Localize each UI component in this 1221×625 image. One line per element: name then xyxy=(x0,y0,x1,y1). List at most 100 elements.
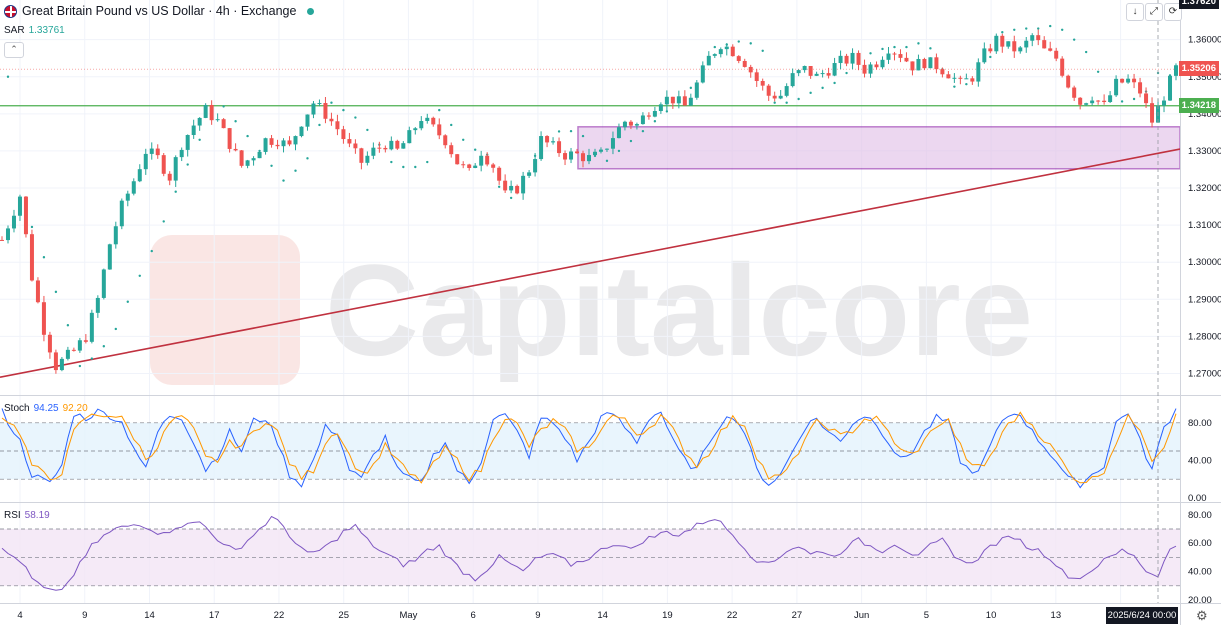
collapse-legend-button[interactable]: ⌃ xyxy=(4,42,24,58)
candle-body xyxy=(269,138,274,145)
candle-body xyxy=(365,155,370,163)
candle-body xyxy=(371,147,376,156)
candle-body xyxy=(970,78,975,82)
candle-body xyxy=(119,200,124,227)
candle-body xyxy=(23,196,28,235)
sar-legend[interactable]: SAR 1.33761 xyxy=(4,25,65,36)
support-line[interactable] xyxy=(0,68,1180,107)
candle-body xyxy=(994,35,999,52)
candle-body xyxy=(850,52,855,64)
stoch-k-line xyxy=(1,408,1177,489)
sar-dot xyxy=(509,196,513,200)
candle-body xyxy=(652,111,657,117)
time-tick-label: 13 xyxy=(1051,610,1062,621)
candle-body xyxy=(281,140,286,147)
sar-dot xyxy=(222,105,225,108)
expand-icon[interactable]: ⤢ xyxy=(1145,3,1163,21)
candle-body xyxy=(563,153,568,160)
refresh-icon[interactable]: ⟳ xyxy=(1164,3,1182,21)
gear-icon[interactable]: ⚙ xyxy=(1196,608,1208,623)
candle-body xyxy=(964,78,969,80)
candle-body xyxy=(802,66,807,71)
candle-body xyxy=(311,103,316,115)
crosshair-date-label: 2025/6/24 00:00 xyxy=(1106,607,1178,624)
parabolic-sar-series xyxy=(6,24,1172,368)
candle-body xyxy=(742,60,747,67)
candle-body xyxy=(35,280,40,303)
candle-body xyxy=(263,138,268,152)
rsi-pane: 80.00 60.00 40.00 20.00 xyxy=(0,510,1212,606)
candle-body xyxy=(1174,65,1178,76)
sar-dot xyxy=(174,190,177,193)
candle-body xyxy=(808,66,813,76)
candle-body xyxy=(1120,78,1125,83)
candle-body xyxy=(335,121,340,130)
time-tick-label: 27 xyxy=(792,610,803,621)
candle-body xyxy=(664,96,669,105)
stoch-legend[interactable]: Stoch 94.25 92.20 xyxy=(4,403,88,414)
sar-dot xyxy=(150,249,153,253)
candle-body xyxy=(197,117,202,126)
candle-body xyxy=(485,155,490,165)
price-tick-label: 1.27000 xyxy=(1188,368,1221,379)
candle-body xyxy=(1006,41,1011,47)
candle-body xyxy=(1114,78,1119,96)
candle-body xyxy=(551,141,556,143)
candle-body xyxy=(569,151,574,160)
symbol-header[interactable]: Great Britain Pound vs US Dollar · 4h · … xyxy=(4,4,315,18)
time-tick-label: May xyxy=(399,610,417,621)
candle-body xyxy=(89,312,94,342)
candle-body xyxy=(215,119,220,121)
candle-body xyxy=(622,121,627,128)
sar-dot xyxy=(162,220,165,223)
candle-body xyxy=(581,153,586,162)
sar-dot xyxy=(581,134,585,138)
candle-body xyxy=(898,54,903,58)
rsi-tick-label: 60.00 xyxy=(1188,538,1212,549)
candle-body xyxy=(928,57,933,69)
candle-body xyxy=(11,215,16,229)
candle-body xyxy=(646,115,651,117)
candle-body xyxy=(694,82,699,98)
sar-dot xyxy=(593,154,597,158)
time-axis[interactable]: 4914172225May6914192227Jun5101318 xyxy=(17,610,1126,621)
candle-body xyxy=(634,124,639,126)
candle-body xyxy=(167,173,172,181)
candle-body xyxy=(1042,40,1047,49)
sar-dot xyxy=(497,185,501,188)
candle-body xyxy=(1168,75,1173,101)
candle-body xyxy=(251,158,256,161)
arrow-down-icon[interactable]: ↓ xyxy=(1126,3,1144,21)
candle-body xyxy=(736,56,741,61)
sar-dot xyxy=(450,123,453,127)
trendline[interactable] xyxy=(0,148,1181,378)
candle-body xyxy=(71,349,76,351)
sar-dot xyxy=(713,45,716,49)
sar-dot xyxy=(78,364,82,368)
price-tick-label: 1.30000 xyxy=(1188,257,1221,268)
sar-dot xyxy=(809,91,812,95)
sar-dot xyxy=(773,101,776,104)
time-tick-label: 4 xyxy=(17,610,22,621)
sar-dot xyxy=(641,129,645,133)
candle-body xyxy=(533,159,538,173)
sar-dot xyxy=(881,47,884,51)
candle-body xyxy=(1150,103,1155,123)
sar-dot xyxy=(737,40,740,43)
consolidation-zone[interactable] xyxy=(577,126,1181,170)
rsi-legend[interactable]: RSI 58.19 xyxy=(4,510,50,521)
candle-body xyxy=(203,104,208,118)
time-tick-label: 10 xyxy=(986,610,997,621)
candle-body xyxy=(976,62,981,82)
candle-body xyxy=(1132,78,1137,83)
sar-dot xyxy=(342,108,345,112)
candle-body xyxy=(826,73,831,76)
sar-dot xyxy=(390,160,393,164)
candle-body xyxy=(910,61,915,71)
candle-body xyxy=(407,130,412,144)
candle-body xyxy=(227,128,232,149)
candle-body xyxy=(5,228,10,241)
candle-body xyxy=(934,57,939,70)
candle-body xyxy=(287,140,292,145)
